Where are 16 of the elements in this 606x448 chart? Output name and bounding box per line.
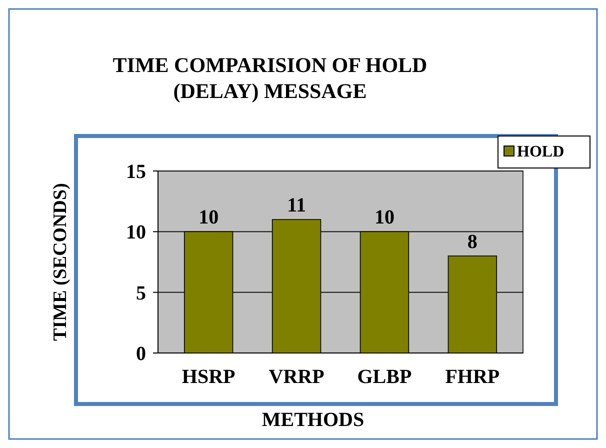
x-tick-label: VRRP xyxy=(268,366,324,388)
y-tick-label: 15 xyxy=(126,161,146,183)
y-axis-title: TIME (SECONDS) xyxy=(50,183,71,341)
data-label: 10 xyxy=(198,206,219,229)
x-tick-label: HSRP xyxy=(182,366,236,388)
data-label: 10 xyxy=(374,206,394,229)
y-tick-label: 0 xyxy=(136,343,146,365)
x-tick-label: FHRP xyxy=(445,366,500,388)
y-tick-label: 10 xyxy=(126,222,146,244)
legend-label: HOLD xyxy=(517,144,564,161)
data-label: 8 xyxy=(467,230,478,253)
x-tick-label: GLBP xyxy=(357,366,412,388)
x-axis-title: METHODS xyxy=(262,409,364,431)
chart-title: TIME COMPARISION OF HOLD (DELAY) MESSAGE xyxy=(112,53,428,103)
y-tick-label: 5 xyxy=(136,282,146,304)
data-label: 11 xyxy=(287,194,306,217)
